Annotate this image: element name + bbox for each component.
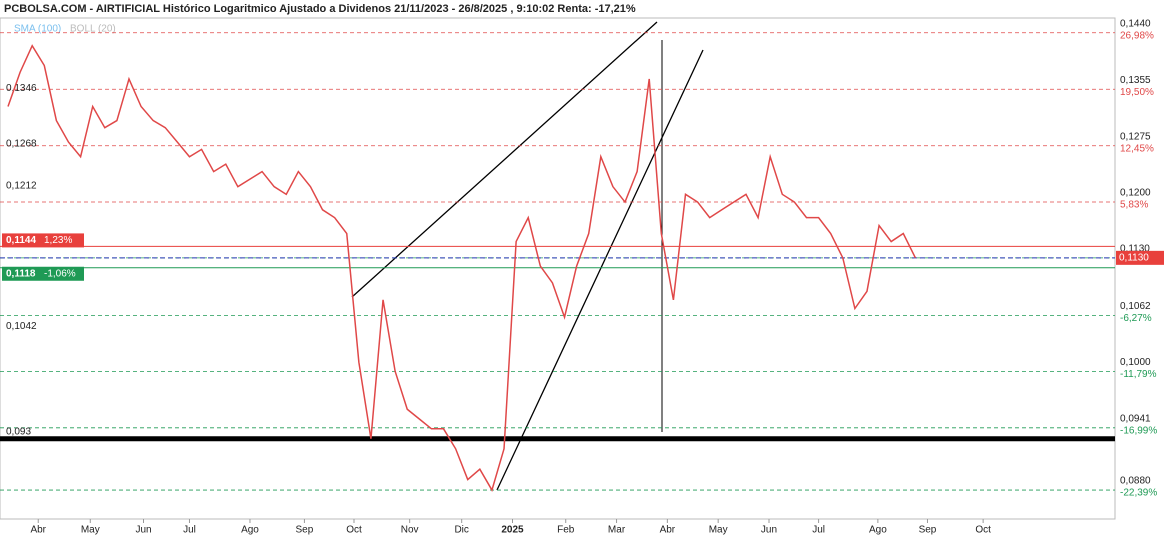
level-label: 0,1042 <box>6 321 37 332</box>
x-tick-label: Mar <box>608 525 626 536</box>
trend-line <box>496 49 704 491</box>
x-tick-label: Abr <box>660 525 676 536</box>
level-label: 0,1268 <box>6 138 37 149</box>
x-tick-label: May <box>81 525 100 536</box>
x-tick-label: Jul <box>183 525 196 536</box>
x-tick-label: Sep <box>296 525 314 536</box>
x-tick-label: Oct <box>975 525 991 536</box>
level-label: 0,1118 <box>6 268 36 279</box>
level-label: 0,1212 <box>6 180 37 191</box>
y-tick-percent: 5,83% <box>1120 200 1148 211</box>
y-tick-label: 0,1130 <box>1120 243 1150 254</box>
x-tick-label: Ago <box>869 525 887 536</box>
x-tick-label: May <box>709 525 728 536</box>
x-tick-label: Jul <box>812 525 825 536</box>
y-tick-label: 0,1355 <box>1120 75 1151 86</box>
x-tick-label: Ago <box>241 525 259 536</box>
x-tick-label: Dic <box>454 525 468 536</box>
chart-title: PCBOLSA.COM - AIRTIFICIAL Histórico Loga… <box>4 3 636 15</box>
indicator: SMA (100) <box>14 24 61 35</box>
level-box <box>2 233 84 248</box>
x-tick-label: Feb <box>557 525 575 536</box>
trend-line <box>351 21 658 298</box>
y-tick-percent: 12,45% <box>1120 143 1154 154</box>
level-label: 0,1346 <box>6 83 37 94</box>
y-tick-percent: -11,79% <box>1120 369 1157 380</box>
x-tick-label: 2025 <box>501 525 524 536</box>
plot-area <box>0 17 1116 520</box>
y-tick-label: 0,0941 <box>1120 413 1151 424</box>
level-label: 0,093 <box>6 426 31 437</box>
x-tick-label: Sep <box>919 525 937 536</box>
price-line <box>7 44 917 492</box>
y-tick-percent: 26,98% <box>1120 30 1154 41</box>
indicator: BOLL (20) <box>70 24 116 35</box>
y-tick-label: 0,1200 <box>1120 188 1151 199</box>
y-tick-label: 0,1275 <box>1120 131 1151 142</box>
y-tick-percent: 19,50% <box>1120 87 1154 98</box>
level-label: 0,1144 <box>6 235 36 246</box>
x-tick-label: Jun <box>761 525 777 536</box>
level-box <box>2 266 84 281</box>
x-tick-label: Nov <box>401 525 419 536</box>
x-tick-label: Abr <box>30 525 46 536</box>
y-tick-label: 0,1000 <box>1120 357 1151 368</box>
x-tick-label: Jun <box>135 525 151 536</box>
y-tick-percent: -22,39% <box>1120 488 1157 499</box>
level-change: -1,06% <box>44 268 76 279</box>
x-tick-label: Oct <box>346 525 362 536</box>
y-tick-percent: -16,99% <box>1120 425 1157 436</box>
last-price-label: 0,1130 <box>1119 252 1149 263</box>
y-tick-label: 0,1062 <box>1120 301 1151 312</box>
level-change: 1,23% <box>44 235 72 246</box>
y-tick-label: 0,1440 <box>1120 18 1151 29</box>
last-price-box <box>1116 250 1164 265</box>
y-tick-label: 0,0880 <box>1120 476 1151 487</box>
y-tick-percent: -6,27% <box>1120 313 1152 324</box>
